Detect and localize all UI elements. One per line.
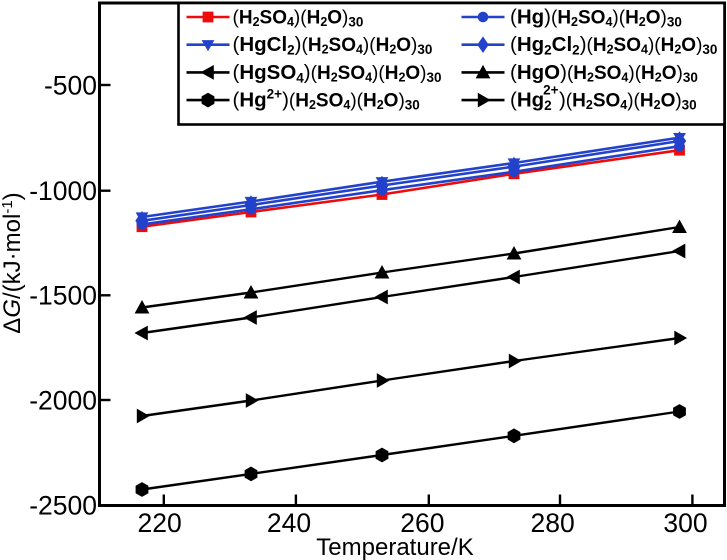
svg-text:-2000: -2000: [29, 385, 97, 415]
svg-text:ΔG/(kJ·mol-1): ΔG/(kJ·mol-1): [0, 192, 26, 333]
svg-text:220: 220: [137, 508, 181, 538]
svg-text:(Hg2​Cl2​)(H2​SO4​)(H2​O)30​: (Hg2​Cl2​)(H2​SO4​)(H2​O)30​: [510, 33, 717, 58]
svg-text:(Hg2+​)(H2​SO4​)(H2​O)30​: (Hg2+​)(H2​SO4​)(H2​O)30​: [233, 87, 420, 113]
svg-text:(HgCl2​)(H2​SO4​)(H2​O)30​: (HgCl2​)(H2​SO4​)(H2​O)30​: [233, 33, 433, 58]
svg-text:(Hg)(H2​SO4​)(H2​O)30​: (Hg)(H2​SO4​)(H2​O)30​: [510, 6, 682, 30]
svg-text:280: 280: [530, 508, 574, 538]
svg-text:(HgSO4​)(H2​SO4​)(H2​O)30​: (HgSO4​)(H2​SO4​)(H2​O)30​: [233, 61, 442, 86]
svg-text:260: 260: [400, 508, 444, 538]
svg-text:-1500: -1500: [29, 281, 97, 311]
svg-text:-1000: -1000: [29, 176, 97, 206]
svg-text:-2500: -2500: [29, 490, 97, 520]
svg-text:(Hg2​2+)(H2​SO4​)(H2​O)30​: (Hg2​2+)(H2​SO4​)(H2​O)30​: [510, 83, 697, 114]
svg-text:(H2​SO4​)(H2​O)30​: (H2​SO4​)(H2​O)30​: [233, 8, 364, 30]
svg-text:-500: -500: [44, 70, 97, 100]
svg-text:240: 240: [267, 508, 311, 538]
svg-text:300: 300: [663, 508, 707, 538]
svg-text:(HgO)(H2​SO4​)(H2​O)30​: (HgO)(H2​SO4​)(H2​O)30​: [510, 61, 698, 85]
svg-text:Temperature/K: Temperature/K: [316, 534, 473, 560]
